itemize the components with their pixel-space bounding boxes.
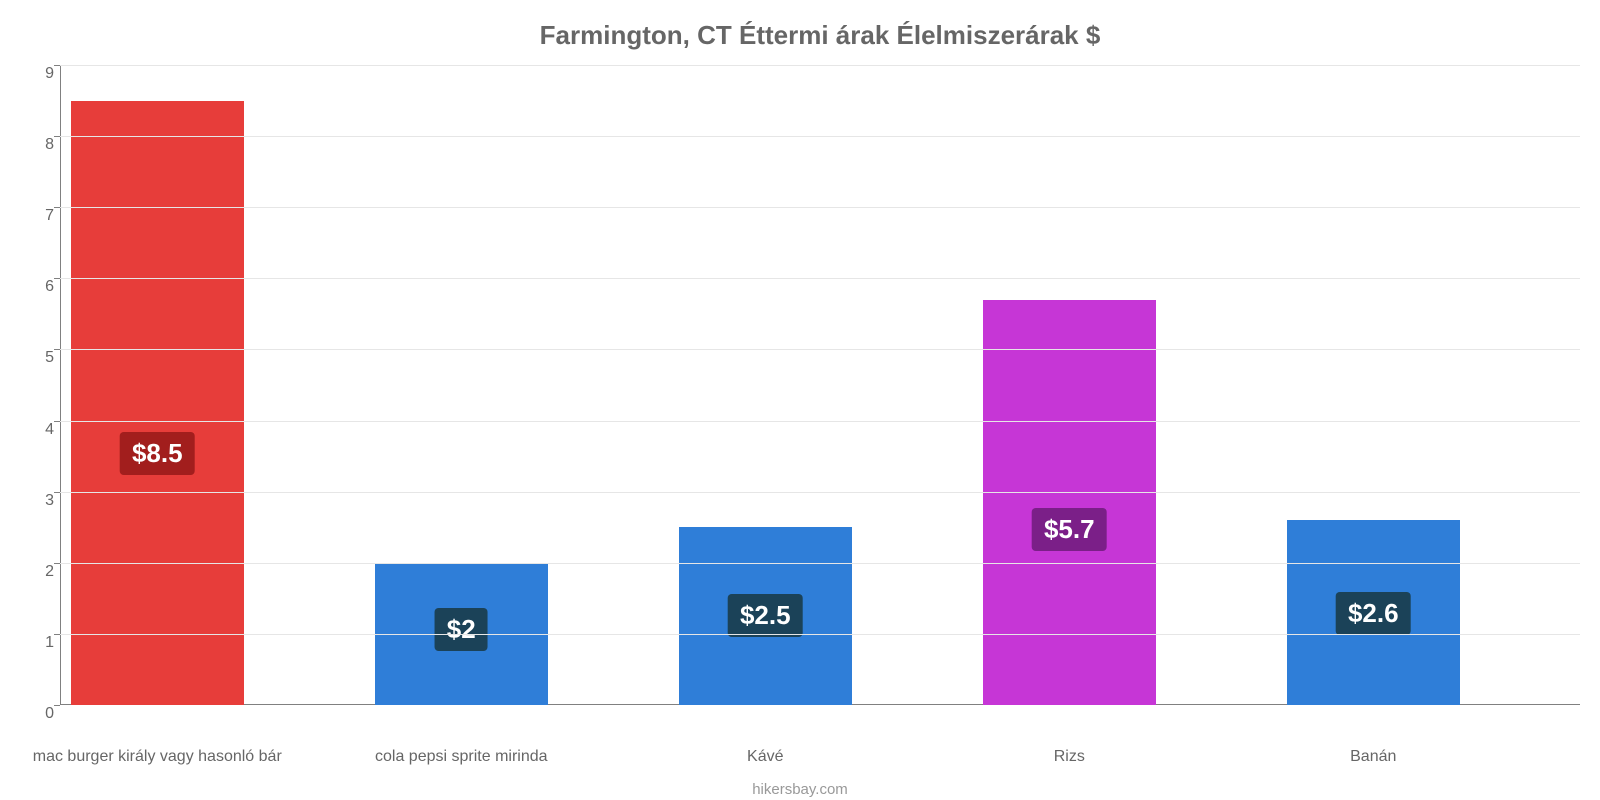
bar: $2.6 [1287,520,1460,705]
y-tick-label: 2 [24,563,54,581]
y-tick-mark [54,207,60,208]
y-tick-label: 1 [24,634,54,652]
x-axis-label: Kávé [747,748,783,766]
plot-area: $8.5$2$2.5$5.7$2.6 0123456789 [60,65,1580,705]
bar-value-label: $8.5 [120,432,195,475]
grid-line [60,136,1580,137]
y-tick-mark [54,634,60,635]
x-axis-label: mac burger király vagy hasonló bár [33,748,282,766]
chart-footer: hikersbay.com [0,781,1600,798]
y-tick-label: 4 [24,421,54,439]
grid-line [60,421,1580,422]
grid-line [60,563,1580,564]
grid-line [60,634,1580,635]
y-tick-label: 5 [24,349,54,367]
y-tick-mark [54,421,60,422]
bar: $5.7 [983,300,1156,705]
y-tick-mark [54,136,60,137]
y-tick-label: 6 [24,278,54,296]
y-tick-label: 8 [24,136,54,154]
y-tick-label: 9 [24,65,54,83]
bar-value-label: $5.7 [1032,508,1107,551]
y-tick-mark [54,278,60,279]
y-tick-mark [54,705,60,706]
x-axis-label: cola pepsi sprite mirinda [375,748,548,766]
y-tick-mark [54,65,60,66]
chart-title: Farmington, CT Éttermi árak Élelmiszerár… [60,20,1580,51]
y-tick-mark [54,492,60,493]
y-tick-mark [54,563,60,564]
grid-line [60,65,1580,66]
grid-line [60,278,1580,279]
grid-line [60,207,1580,208]
x-axis-label: Banán [1350,748,1396,766]
y-tick-label: 0 [24,705,54,723]
chart-container: Farmington, CT Éttermi árak Élelmiszerár… [0,0,1600,800]
bar: $2.5 [679,527,852,705]
grid-line [60,492,1580,493]
grid-line [60,349,1580,350]
bar-value-label: $2.6 [1336,592,1411,635]
x-axis-labels: mac burger király vagy hasonló bárcola p… [60,748,1580,778]
bars-group: $8.5 $2 $2.5 $5.7 $2.6 [60,65,1580,705]
bar-value-label: $2 [435,608,488,651]
bar-value-label: $2.5 [728,594,803,637]
y-tick-label: 7 [24,207,54,225]
y-tick-label: 3 [24,492,54,510]
x-axis-label: Rizs [1054,748,1085,766]
y-tick-mark [54,349,60,350]
bar: $8.5 [71,101,244,705]
